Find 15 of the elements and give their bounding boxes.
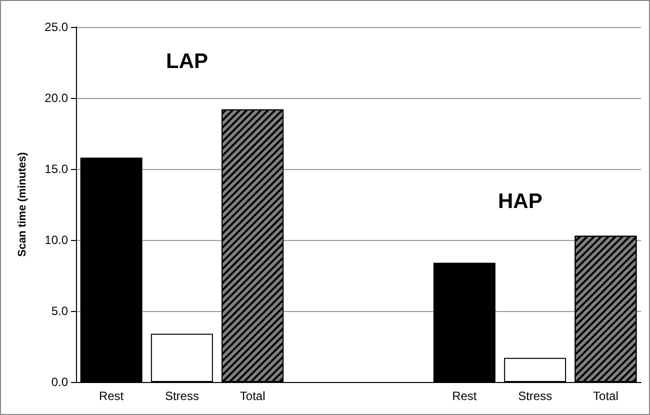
x-tick-label: Stress	[518, 389, 552, 403]
x-tick-label: Stress	[164, 389, 199, 403]
y-tick-label: 15.0	[44, 162, 68, 176]
y-tick-label: 20.0	[44, 91, 68, 105]
y-tick-label: 25.0	[44, 20, 68, 34]
annotation: LAP	[166, 50, 208, 73]
y-tick-label: 5.0	[51, 304, 68, 318]
y-axis-title: Scan time (minutes)	[16, 152, 28, 257]
x-tick-label: Rest	[452, 389, 478, 403]
annotation: HAP	[498, 190, 542, 213]
x-tick-label: Total	[593, 389, 618, 403]
x-tick-label: Total	[240, 389, 266, 403]
y-tick-label: 0.0	[51, 375, 68, 389]
x-tick-label: Rest	[98, 389, 124, 403]
y-tick-label: 10.0	[44, 233, 68, 247]
